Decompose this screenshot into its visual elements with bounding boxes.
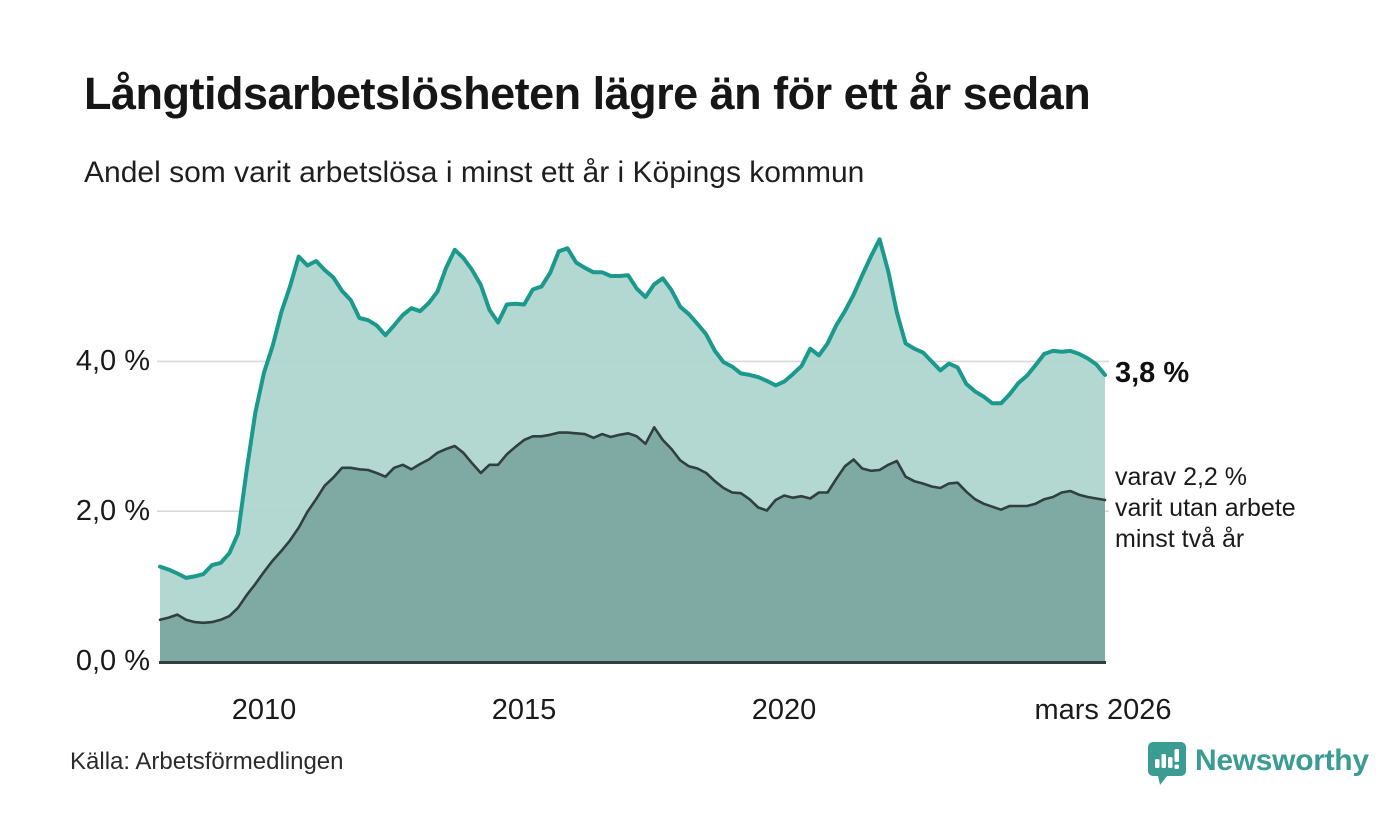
secondary-label-line-2: varit utan arbete	[1115, 494, 1296, 522]
y-tick-label-4: 4,0 %	[75, 345, 150, 377]
secondary-label-line-1: varav 2,2 %	[1115, 463, 1248, 491]
x-tick-label-mars-2026: mars 2026	[1034, 694, 1172, 726]
line-unemployed-over-2-years	[158, 426, 1107, 625]
x-tick-label-2015: 2015	[491, 694, 557, 726]
x-tick-label-2020: 2020	[751, 694, 817, 726]
line-unemployed-over-1-year	[158, 237, 1107, 580]
chart-title: Långtidsarbetslösheten lägre än för ett …	[84, 68, 1091, 119]
end-value-label: 3,8 %	[1115, 357, 1190, 389]
newsworthy-logo: Newsworthy	[1147, 741, 1369, 793]
secondary-label-line-3: minst två år	[1115, 525, 1245, 553]
newsworthy-bubble-chart-icon	[1147, 741, 1187, 787]
secondary-end-value-label: varav 2,2 % varit utan arbete minst två …	[1115, 462, 1296, 555]
area-unemployed-over-2-years	[160, 427, 1105, 661]
x-tick-label-2010: 2010	[231, 694, 297, 726]
source-note: Källa: Arbetsförmedlingen	[70, 748, 344, 775]
area-unemployed-over-1-year	[160, 239, 1105, 662]
newsworthy-wordmark: Newsworthy	[1195, 744, 1369, 777]
y-tick-label-0: 0,0 %	[75, 645, 150, 677]
y-tick-label-2: 2,0 %	[75, 495, 150, 527]
chart-subtitle: Andel som varit arbetslösa i minst ett å…	[84, 156, 865, 189]
